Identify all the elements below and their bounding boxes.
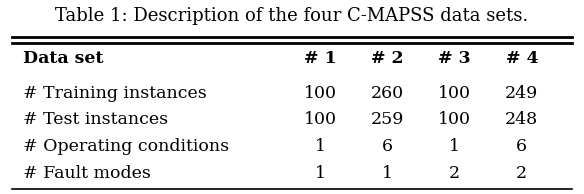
Text: # Training instances: # Training instances — [23, 85, 207, 102]
Text: # Test instances: # Test instances — [23, 111, 168, 128]
Text: 1: 1 — [315, 138, 325, 155]
Text: 2: 2 — [449, 165, 460, 182]
Text: 100: 100 — [438, 85, 471, 102]
Text: # 3: # 3 — [438, 50, 471, 67]
Text: 6: 6 — [382, 138, 393, 155]
Text: Data set: Data set — [23, 50, 103, 67]
Text: 100: 100 — [304, 85, 336, 102]
Text: 249: 249 — [505, 85, 538, 102]
Text: 100: 100 — [304, 111, 336, 128]
Text: # 4: # 4 — [506, 50, 538, 67]
Text: 248: 248 — [505, 111, 538, 128]
Text: Table 1: Description of the four C-MAPSS data sets.: Table 1: Description of the four C-MAPSS… — [55, 7, 529, 25]
Text: 259: 259 — [371, 111, 404, 128]
Text: # Fault modes: # Fault modes — [23, 165, 151, 182]
Text: 1: 1 — [449, 138, 460, 155]
Text: 100: 100 — [438, 111, 471, 128]
Text: 1: 1 — [382, 165, 393, 182]
Text: # Operating conditions: # Operating conditions — [23, 138, 229, 155]
Text: # 2: # 2 — [371, 50, 404, 67]
Text: # 1: # 1 — [304, 50, 336, 67]
Text: 1: 1 — [315, 165, 325, 182]
Text: 2: 2 — [516, 165, 527, 182]
Text: 260: 260 — [371, 85, 404, 102]
Text: 6: 6 — [516, 138, 527, 155]
